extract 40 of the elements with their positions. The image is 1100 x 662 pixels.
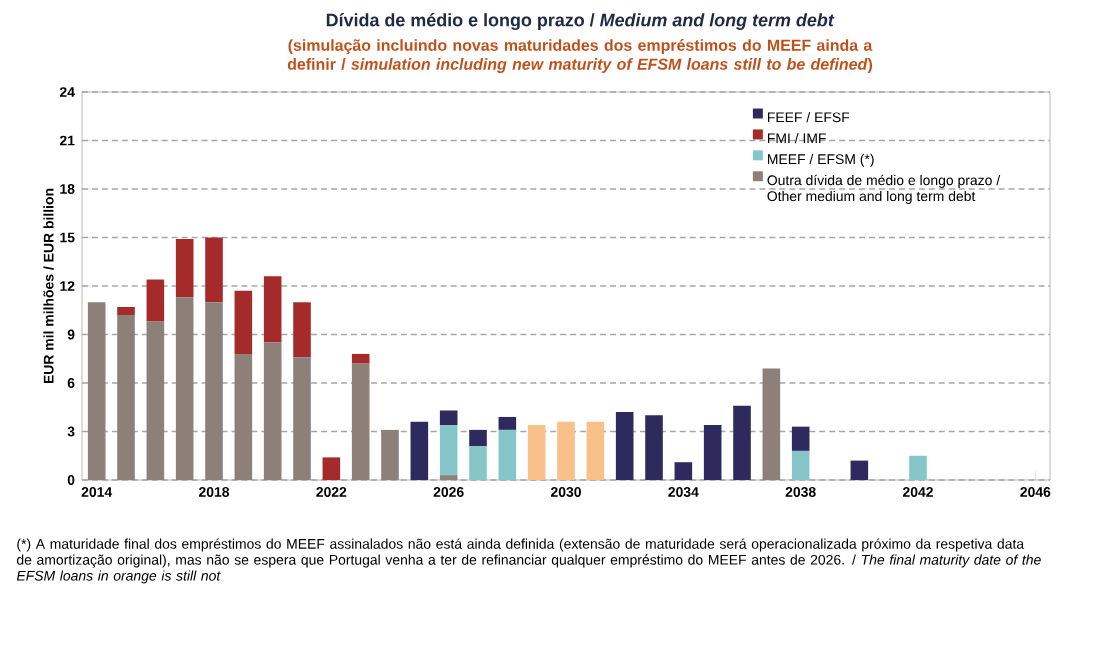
bar xyxy=(733,405,751,480)
bar xyxy=(87,302,106,480)
bar xyxy=(645,415,663,480)
bar xyxy=(762,368,781,480)
bar xyxy=(469,429,487,447)
bar xyxy=(909,455,927,480)
bar xyxy=(498,416,517,430)
bar xyxy=(439,425,458,476)
bar xyxy=(263,276,282,343)
bar xyxy=(381,429,399,480)
bar xyxy=(263,342,282,480)
bar xyxy=(234,353,253,480)
bar xyxy=(175,239,194,298)
bar xyxy=(205,237,223,303)
bar xyxy=(293,302,311,358)
bar xyxy=(791,426,810,451)
bar xyxy=(527,425,546,480)
bar xyxy=(146,321,165,480)
bar xyxy=(351,353,370,364)
bar xyxy=(205,302,223,480)
bar xyxy=(703,425,722,480)
bar xyxy=(791,450,810,480)
bar xyxy=(351,363,370,480)
bar xyxy=(439,410,458,426)
bar xyxy=(615,412,634,480)
bar xyxy=(586,421,605,480)
bar xyxy=(234,290,253,354)
chart-title: Dívida de médio e longo prazo / Medium and long term debt xyxy=(326,13,835,30)
bar xyxy=(117,315,135,480)
bar xyxy=(293,357,311,480)
bar xyxy=(469,446,487,480)
bar xyxy=(322,457,341,480)
bar xyxy=(850,460,869,480)
bar xyxy=(117,307,135,316)
bar xyxy=(410,421,429,480)
bar xyxy=(175,297,194,480)
bar xyxy=(557,421,575,480)
bar xyxy=(146,279,165,322)
bar xyxy=(674,462,693,480)
bar xyxy=(498,429,517,480)
